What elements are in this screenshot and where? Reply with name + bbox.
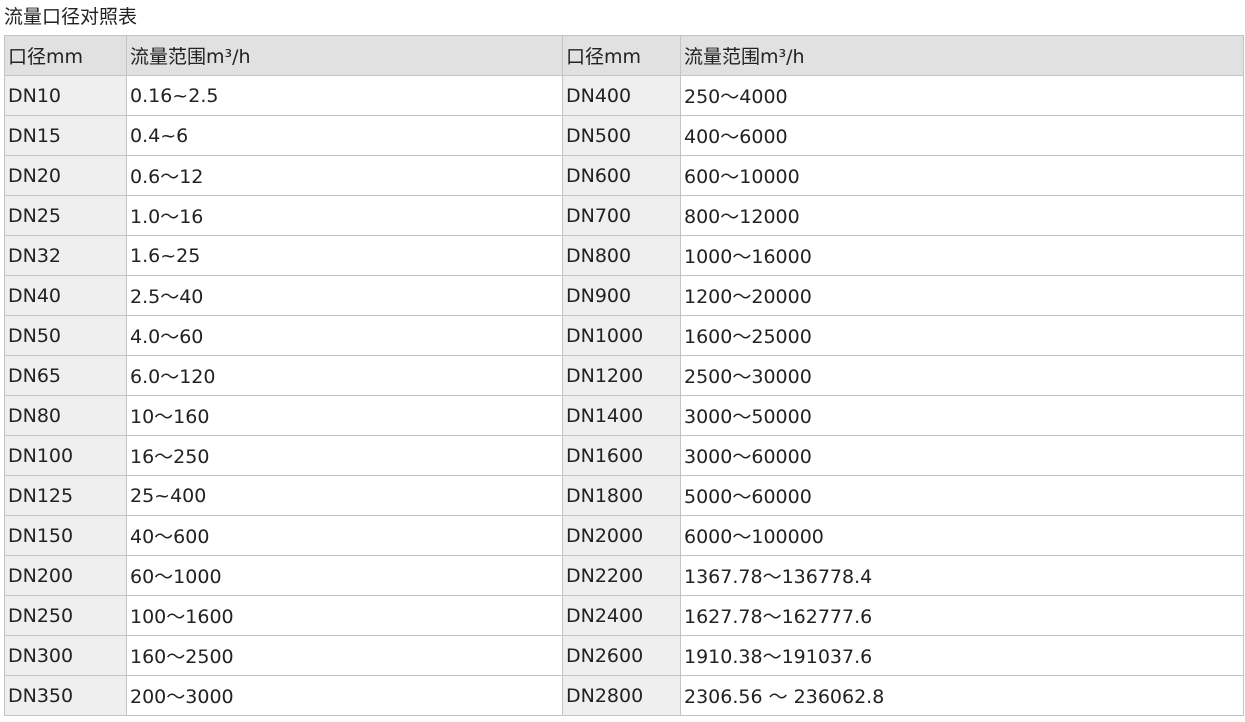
caliber-cell: DN250 (4, 595, 127, 636)
caliber-cell: DN50 (4, 315, 127, 356)
caliber-cell: DN2200 (562, 555, 681, 596)
caliber-cell: DN800 (562, 235, 681, 276)
flow-range-cell: 16～250 (126, 435, 563, 476)
caliber-cell: DN900 (562, 275, 681, 316)
flow-range-cell: 1200～20000 (680, 275, 1244, 316)
flow-range-cell: 1000～16000 (680, 235, 1244, 276)
table-row: DN350 200～3000 DN2800 2306.56 ～ 236062.8 (4, 675, 1244, 716)
flow-range-cell: 0.16~2.5 (126, 75, 563, 116)
flow-range-cell: 10～160 (126, 395, 563, 436)
flow-range-cell: 3000～60000 (680, 435, 1244, 476)
table-row: DN65 6.0～120 DN1200 2500～30000 (4, 355, 1244, 396)
flow-range-cell: 1627.78～162777.6 (680, 595, 1244, 636)
flow-range-cell: 2500～30000 (680, 355, 1244, 396)
flow-range-cell: 100～1600 (126, 595, 563, 636)
flow-range-cell: 4.0～60 (126, 315, 563, 356)
table-row: DN25 1.0～16 DN700 800～12000 (4, 195, 1244, 236)
flow-range-cell: 3000～50000 (680, 395, 1244, 436)
caliber-cell: DN10 (4, 75, 127, 116)
flow-range-cell: 1367.78～136778.4 (680, 555, 1244, 596)
flow-caliber-table: 口径mm 流量范围m³/h 口径mm 流量范围m³/h DN10 0.16~2.5… (4, 35, 1244, 716)
header-caliber: 口径mm (562, 35, 681, 76)
caliber-cell: DN2000 (562, 515, 681, 556)
caliber-cell: DN32 (4, 235, 127, 276)
flow-range-cell: 6.0～120 (126, 355, 563, 396)
flow-range-cell: 200～3000 (126, 675, 563, 716)
caliber-cell: DN1600 (562, 435, 681, 476)
flow-range-cell: 160～2500 (126, 635, 563, 676)
table-header-row: 口径mm 流量范围m³/h 口径mm 流量范围m³/h (4, 35, 1244, 76)
table-row: DN200 60～1000 DN2200 1367.78～136778.4 (4, 555, 1244, 596)
flow-range-cell: 250～4000 (680, 75, 1244, 116)
flow-range-cell: 600～10000 (680, 155, 1244, 196)
flow-range-cell: 400～6000 (680, 115, 1244, 156)
caliber-cell: DN15 (4, 115, 127, 156)
header-caliber: 口径mm (4, 35, 127, 76)
flow-range-cell: 0.6～12 (126, 155, 563, 196)
caliber-cell: DN1200 (562, 355, 681, 396)
caliber-cell: DN1000 (562, 315, 681, 356)
table-row: DN125 25~400 DN1800 5000～60000 (4, 475, 1244, 516)
table-row: DN80 10～160 DN1400 3000～50000 (4, 395, 1244, 436)
table-row: DN20 0.6～12 DN600 600～10000 (4, 155, 1244, 196)
header-flow-range: 流量范围m³/h (126, 35, 563, 76)
caliber-cell: DN500 (562, 115, 681, 156)
caliber-cell: DN600 (562, 155, 681, 196)
flow-range-cell: 1600～25000 (680, 315, 1244, 356)
caliber-cell: DN2800 (562, 675, 681, 716)
flow-range-cell: 800～12000 (680, 195, 1244, 236)
flow-range-cell: 0.4~6 (126, 115, 563, 156)
flow-range-cell: 2306.56 ～ 236062.8 (680, 675, 1244, 716)
flow-range-cell: 25~400 (126, 475, 563, 516)
header-flow-range: 流量范围m³/h (680, 35, 1244, 76)
flow-range-cell: 60～1000 (126, 555, 563, 596)
flow-range-cell: 1910.38～191037.6 (680, 635, 1244, 676)
caliber-cell: DN400 (562, 75, 681, 116)
table-row: DN250 100～1600 DN2400 1627.78～162777.6 (4, 595, 1244, 636)
table-row: DN150 40～600 DN2000 6000～100000 (4, 515, 1244, 556)
caliber-cell: DN125 (4, 475, 127, 516)
flow-range-cell: 1.0～16 (126, 195, 563, 236)
flow-range-cell: 40～600 (126, 515, 563, 556)
caliber-cell: DN1400 (562, 395, 681, 436)
table-row: DN40 2.5～40 DN900 1200～20000 (4, 275, 1244, 316)
caliber-cell: DN150 (4, 515, 127, 556)
flow-range-cell: 5000～60000 (680, 475, 1244, 516)
table-row: DN10 0.16~2.5 DN400 250～4000 (4, 75, 1244, 116)
flow-range-cell: 2.5～40 (126, 275, 563, 316)
caliber-cell: DN700 (562, 195, 681, 236)
caliber-cell: DN40 (4, 275, 127, 316)
table-row: DN32 1.6~25 DN800 1000～16000 (4, 235, 1244, 276)
caliber-cell: DN1800 (562, 475, 681, 516)
caliber-cell: DN350 (4, 675, 127, 716)
caliber-cell: DN25 (4, 195, 127, 236)
table-row: DN50 4.0～60 DN1000 1600～25000 (4, 315, 1244, 356)
caliber-cell: DN20 (4, 155, 127, 196)
caliber-cell: DN300 (4, 635, 127, 676)
page-title: 流量口径对照表 (4, 6, 138, 28)
table-row: DN100 16～250 DN1600 3000～60000 (4, 435, 1244, 476)
caliber-cell: DN2600 (562, 635, 681, 676)
caliber-cell: DN65 (4, 355, 127, 396)
flow-range-cell: 6000～100000 (680, 515, 1244, 556)
flow-range-cell: 1.6~25 (126, 235, 563, 276)
table-row: DN15 0.4~6 DN500 400～6000 (4, 115, 1244, 156)
caliber-cell: DN100 (4, 435, 127, 476)
table-row: DN300 160～2500 DN2600 1910.38～191037.6 (4, 635, 1244, 676)
caliber-cell: DN2400 (562, 595, 681, 636)
caliber-cell: DN200 (4, 555, 127, 596)
caliber-cell: DN80 (4, 395, 127, 436)
